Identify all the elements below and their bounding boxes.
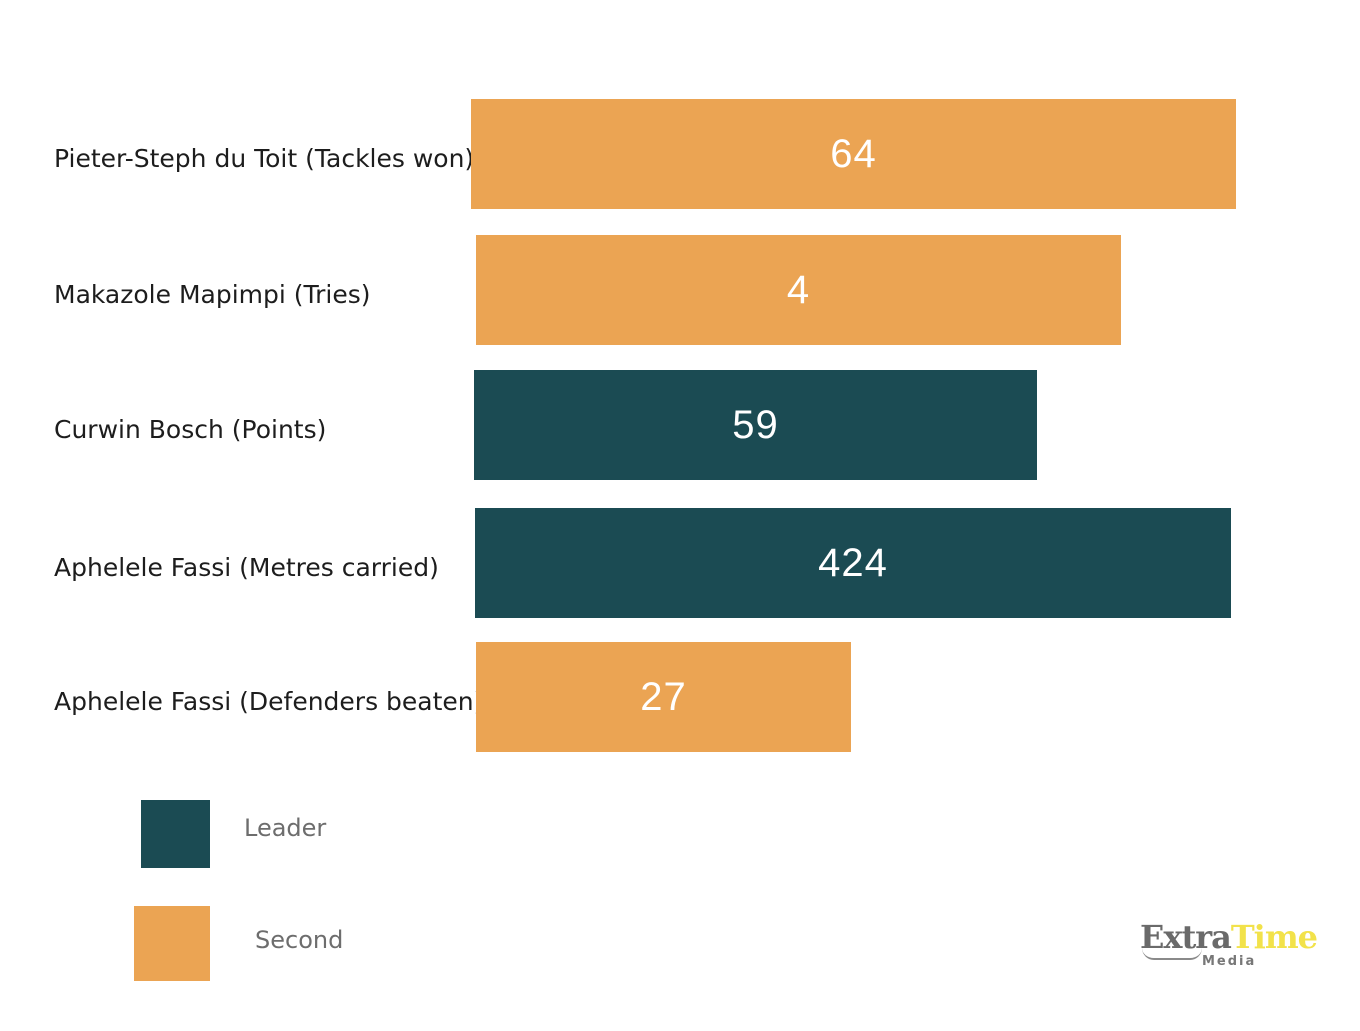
legend-swatch-leader	[141, 800, 210, 868]
bar-pieter-steph-du-toit-tackles-won: 64	[471, 99, 1236, 209]
extratime-media-logo: ExtraTime Media	[1140, 918, 1318, 978]
logo-word-time: Time	[1230, 918, 1318, 956]
logo-subtitle: Media	[1202, 954, 1257, 969]
bar-value-label: 27	[640, 674, 687, 719]
bar-aphelele-fassi-metres-carried: 424	[475, 508, 1231, 618]
bar-value-label: 424	[818, 540, 888, 585]
bar-value-label: 4	[786, 267, 811, 312]
logo-swoosh-icon	[1142, 948, 1202, 960]
legend-label-leader: Leader	[244, 814, 327, 842]
category-label-pieter-steph-du-toit-tackles-won: Pieter-Steph du Toit (Tackles won)	[54, 144, 475, 173]
bar-curwin-bosch-points: 59	[474, 370, 1037, 480]
category-label-aphelele-fassi-defenders-beaten: Aphelele Fassi (Defenders beaten)	[54, 687, 484, 716]
bar-makazole-mapimpi-tries: 4	[476, 235, 1121, 345]
category-label-curwin-bosch-points: Curwin Bosch (Points)	[54, 415, 327, 444]
legend-swatch-second	[134, 906, 210, 981]
bar-value-label: 64	[830, 131, 877, 176]
bar-aphelele-fassi-defenders-beaten: 27	[476, 642, 851, 752]
bar-value-label: 59	[732, 402, 779, 447]
category-label-makazole-mapimpi-tries: Makazole Mapimpi (Tries)	[54, 280, 371, 309]
legend-label-second: Second	[255, 926, 344, 954]
category-label-aphelele-fassi-metres-carried: Aphelele Fassi (Metres carried)	[54, 553, 439, 582]
